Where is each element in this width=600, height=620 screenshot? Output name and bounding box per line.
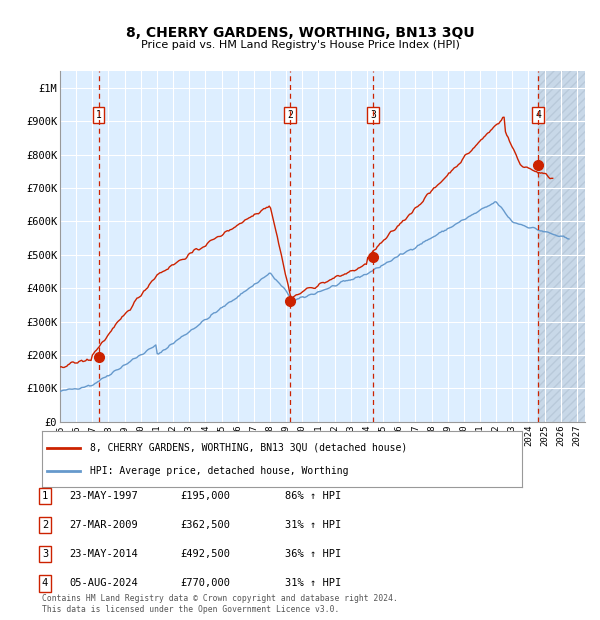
Text: 4: 4 bbox=[535, 110, 541, 120]
Text: 3: 3 bbox=[370, 110, 376, 120]
Text: 31% ↑ HPI: 31% ↑ HPI bbox=[285, 578, 341, 588]
Text: 4: 4 bbox=[42, 578, 48, 588]
Text: 1: 1 bbox=[95, 110, 101, 120]
Text: 2: 2 bbox=[287, 110, 293, 120]
Text: 8, CHERRY GARDENS, WORTHING, BN13 3QU (detached house): 8, CHERRY GARDENS, WORTHING, BN13 3QU (d… bbox=[90, 443, 407, 453]
Text: 3: 3 bbox=[42, 549, 48, 559]
Text: £362,500: £362,500 bbox=[180, 520, 230, 530]
Bar bbox=[538, 71, 585, 422]
Bar bbox=[538, 71, 585, 422]
Text: HPI: Average price, detached house, Worthing: HPI: Average price, detached house, Wort… bbox=[90, 466, 349, 476]
Text: 1: 1 bbox=[42, 491, 48, 501]
Text: £195,000: £195,000 bbox=[180, 491, 230, 501]
Text: £770,000: £770,000 bbox=[180, 578, 230, 588]
Text: 2: 2 bbox=[42, 520, 48, 530]
Text: 23-MAY-1997: 23-MAY-1997 bbox=[69, 491, 138, 501]
Text: 27-MAR-2009: 27-MAR-2009 bbox=[69, 520, 138, 530]
Text: 05-AUG-2024: 05-AUG-2024 bbox=[69, 578, 138, 588]
Text: 8, CHERRY GARDENS, WORTHING, BN13 3QU: 8, CHERRY GARDENS, WORTHING, BN13 3QU bbox=[125, 26, 475, 40]
Text: Price paid vs. HM Land Registry's House Price Index (HPI): Price paid vs. HM Land Registry's House … bbox=[140, 40, 460, 50]
Text: 36% ↑ HPI: 36% ↑ HPI bbox=[285, 549, 341, 559]
Text: £492,500: £492,500 bbox=[180, 549, 230, 559]
Text: 86% ↑ HPI: 86% ↑ HPI bbox=[285, 491, 341, 501]
Text: Contains HM Land Registry data © Crown copyright and database right 2024.
This d: Contains HM Land Registry data © Crown c… bbox=[42, 595, 398, 614]
Text: 23-MAY-2014: 23-MAY-2014 bbox=[69, 549, 138, 559]
Text: 31% ↑ HPI: 31% ↑ HPI bbox=[285, 520, 341, 530]
